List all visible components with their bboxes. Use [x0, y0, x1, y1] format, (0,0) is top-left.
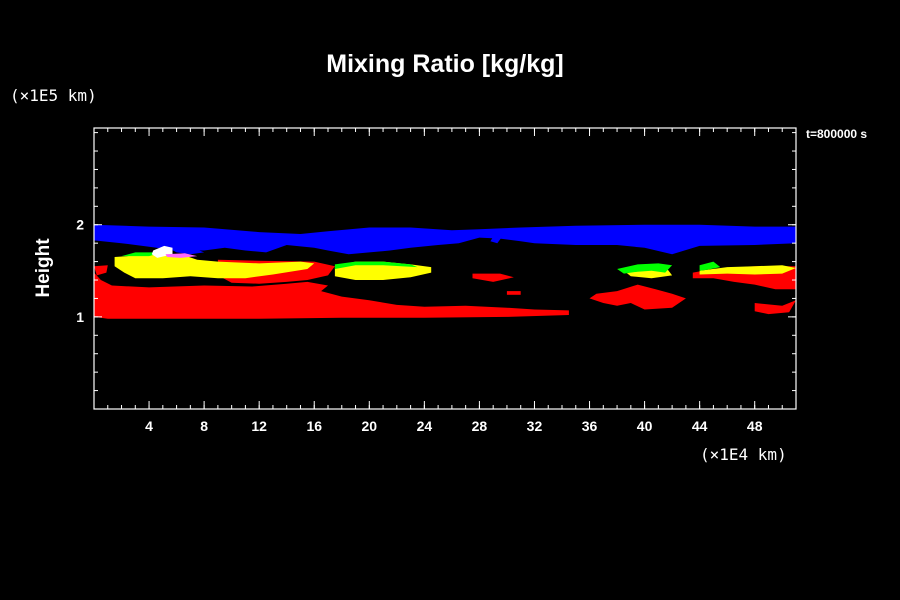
- x-tick-label: 24: [417, 418, 433, 434]
- region-level_1-7: [506, 291, 521, 295]
- x-tick-label: 8: [200, 418, 208, 434]
- region-level_6-20: [165, 253, 198, 258]
- x-tick-label: 48: [747, 418, 763, 434]
- x-tick-label: 20: [362, 418, 378, 434]
- y-axis-label: Height: [33, 238, 54, 298]
- time-label: t=800000 s: [806, 127, 867, 141]
- y-tick-label: 1: [76, 309, 84, 325]
- region-level_3-15: [334, 261, 418, 269]
- y-unit-label: (×1E5 km): [10, 86, 97, 105]
- region-level_4-0: [94, 224, 796, 255]
- x-tick-label: 40: [637, 418, 653, 434]
- chart-title: Mixing Ratio [kg/kg]: [326, 50, 564, 78]
- plot-frame: [93, 127, 797, 410]
- region-level_4-2: [490, 236, 502, 244]
- region-level_3-16: [617, 263, 673, 274]
- region-level_1-10: [754, 300, 796, 315]
- x-tick-label: 28: [472, 418, 488, 434]
- region-level_3-17: [699, 261, 721, 271]
- region-level_1-6: [472, 273, 514, 282]
- region-level_1-8: [589, 284, 686, 310]
- x-tick-label: 4: [145, 418, 153, 434]
- x-tick-label: 32: [527, 418, 543, 434]
- region-level_2-11: [114, 254, 315, 279]
- region-level_4-1: [169, 248, 205, 255]
- region-level_1-4: [94, 265, 108, 276]
- region-level_2-14: [699, 265, 796, 275]
- x-tick-label: 12: [251, 418, 267, 434]
- y-tick-label: 2: [76, 217, 84, 233]
- x-tick-label: 16: [306, 418, 322, 434]
- region-level_1-3: [94, 272, 569, 319]
- x-unit-label: (×1E4 km): [700, 445, 787, 464]
- x-tick-label: 36: [582, 418, 598, 434]
- x-tick-label: 44: [692, 418, 708, 434]
